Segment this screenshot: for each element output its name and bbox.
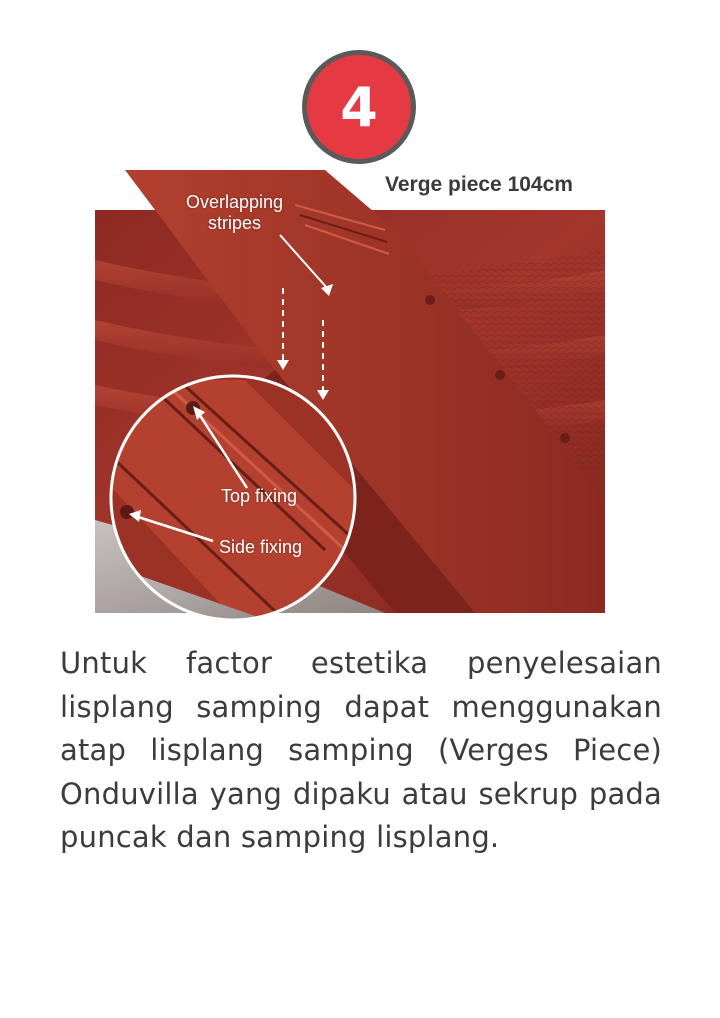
overlap-dashed-arrows bbox=[277, 234, 333, 400]
product-title: Verge piece 104cm bbox=[385, 173, 573, 196]
top-fixing-label: Top fixing bbox=[221, 486, 298, 506]
magnified-detail bbox=[109, 374, 357, 620]
step-number: 4 bbox=[307, 55, 411, 159]
overlapping-stripes-label: Overlapping stripes bbox=[186, 192, 283, 234]
step-badge: 4 bbox=[302, 50, 416, 164]
overlap-label-line1: Overlapping bbox=[186, 192, 284, 212]
side-fixing-label: Side fixing bbox=[219, 537, 303, 557]
overlap-label-line2: stripes bbox=[208, 213, 262, 233]
verge-piece-illustration bbox=[95, 170, 605, 620]
description-text: Untuk factor estetika penyelesaian lispl… bbox=[60, 646, 662, 854]
